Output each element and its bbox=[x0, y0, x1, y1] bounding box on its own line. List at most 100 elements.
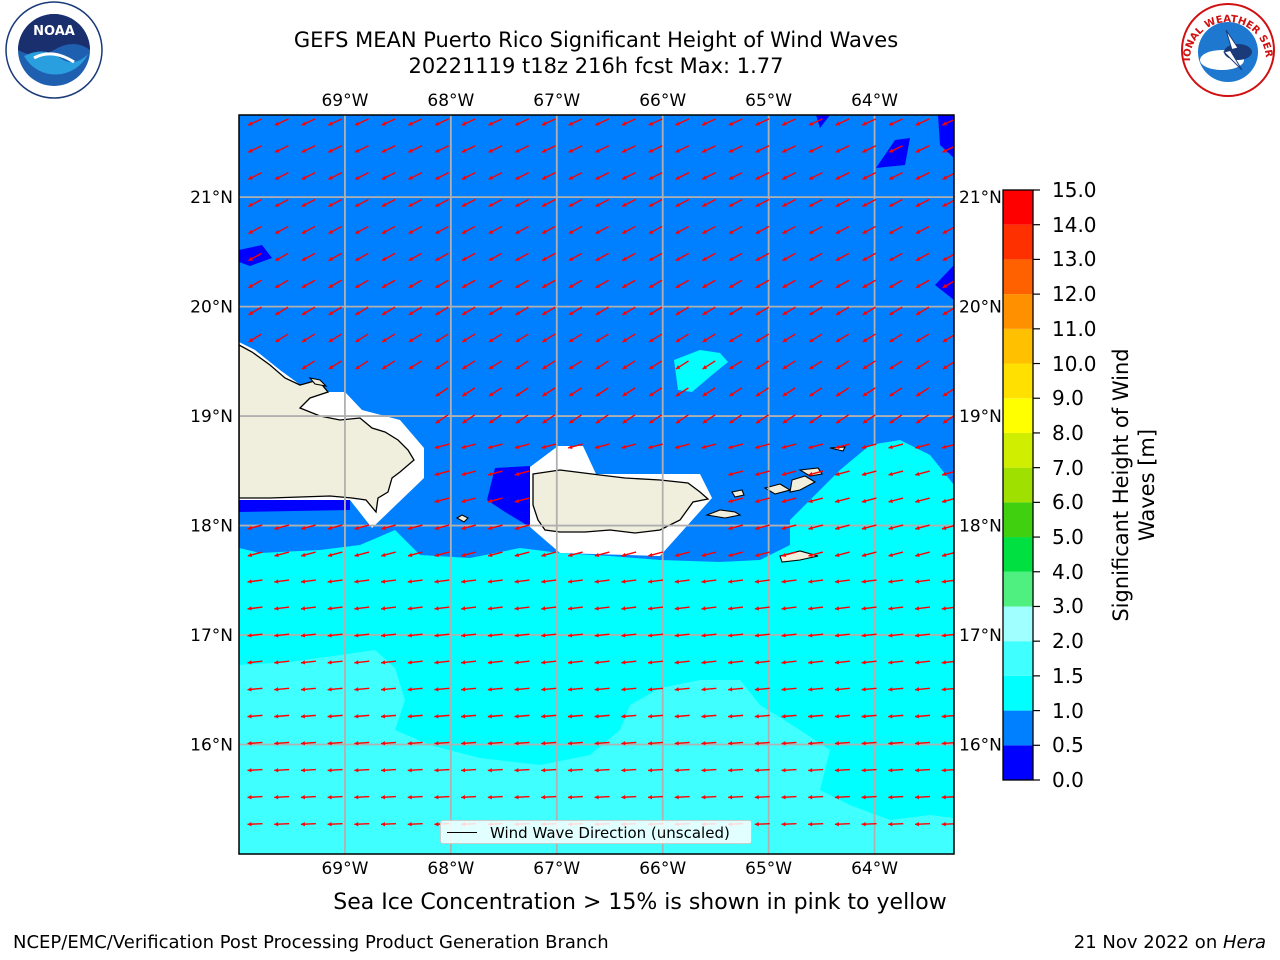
wave-direction-arrowhead bbox=[461, 525, 466, 531]
wave-direction-arrowhead bbox=[808, 498, 813, 504]
wave-direction-arrowhead bbox=[674, 768, 679, 773]
wave-direction-arrowhead bbox=[674, 660, 679, 665]
wave-direction-arrowhead bbox=[809, 310, 814, 315]
wave-direction-arrowhead bbox=[248, 256, 253, 261]
wave-direction-arrowhead bbox=[274, 606, 279, 611]
land-island bbox=[789, 475, 817, 493]
wave-direction-arrowhead bbox=[782, 202, 787, 207]
wave-direction-arrowhead bbox=[488, 121, 493, 126]
wave-direction-arrowhead bbox=[782, 283, 788, 288]
wave-direction-arrowhead bbox=[755, 444, 760, 450]
wave-direction-arrowhead bbox=[754, 714, 759, 719]
ocean-low-patch bbox=[816, 115, 830, 128]
wave-direction-arrowhead bbox=[675, 256, 681, 261]
wave-direction-arrowhead bbox=[755, 525, 760, 531]
wave-direction-arrowhead bbox=[488, 444, 493, 450]
land-puerto-rico bbox=[532, 469, 710, 534]
wave-direction-arrowhead bbox=[514, 552, 520, 558]
wave-direction-arrowhead bbox=[622, 392, 628, 397]
lon-tick-label-top: 67°W bbox=[533, 91, 580, 111]
colorbar-tick-label: 13.0 bbox=[1052, 247, 1097, 272]
wave-direction-arrowhead bbox=[754, 795, 759, 800]
lon-tick-label-bottom: 66°W bbox=[639, 859, 686, 879]
wave-direction-arrowhead bbox=[515, 121, 520, 126]
wave-direction-arrowhead bbox=[567, 768, 572, 773]
colorbar-tick-label: 1.5 bbox=[1052, 663, 1084, 688]
wave-direction-arrowhead bbox=[808, 633, 813, 638]
wave-direction-arrowhead bbox=[300, 687, 306, 692]
wave-direction-arrowhead bbox=[594, 633, 599, 638]
wave-direction-arrowhead bbox=[568, 256, 574, 261]
wave-direction-arrowhead bbox=[622, 283, 627, 288]
wave-direction-arrowhead bbox=[889, 392, 895, 397]
wave-direction-arrowhead bbox=[861, 606, 866, 611]
wave-direction-arrowhead bbox=[461, 148, 467, 153]
wave-direction-arrowhead bbox=[701, 660, 706, 665]
wave-direction-arrowhead bbox=[354, 687, 359, 692]
wave-direction-arrowhead bbox=[514, 579, 519, 584]
wave-direction-arrowhead bbox=[861, 525, 867, 531]
footer-date-text: 21 Nov 2022 on bbox=[1073, 932, 1223, 953]
wave-direction-arrowhead bbox=[247, 741, 252, 746]
wave-direction-arrowhead bbox=[808, 795, 813, 800]
wave-direction-arrowhead bbox=[568, 444, 573, 450]
wave-direction-arrowhead bbox=[461, 471, 466, 477]
wave-direction-arrowhead bbox=[888, 525, 893, 531]
lat-tick-label-right: 16°N bbox=[959, 736, 1002, 756]
wave-direction-arrowhead bbox=[861, 741, 866, 746]
wave-direction-arrowhead bbox=[354, 795, 359, 800]
wave-direction-arrowhead bbox=[274, 660, 279, 665]
wave-direction-arrowhead bbox=[489, 419, 494, 424]
wave-direction-arrowhead bbox=[862, 419, 868, 424]
wave-direction-arrowhead bbox=[861, 633, 866, 638]
wave-direction-arrowhead bbox=[461, 633, 466, 638]
wave-direction-arrowhead bbox=[354, 633, 359, 638]
wave-direction-arrowhead bbox=[834, 633, 840, 638]
wave-direction-arrowhead bbox=[274, 822, 279, 827]
wave-direction-arrowhead bbox=[728, 121, 734, 126]
wave-direction-arrowhead bbox=[648, 741, 653, 746]
footer-host: Hera bbox=[1222, 932, 1266, 953]
wave-direction-arrowhead bbox=[487, 687, 492, 692]
wave-direction-arrowhead bbox=[941, 498, 947, 504]
wave-direction-arrowhead bbox=[622, 256, 627, 261]
wave-direction-arrowhead bbox=[889, 229, 894, 234]
wave-direction-arrowhead bbox=[808, 552, 813, 558]
wave-direction-arrowhead bbox=[300, 633, 306, 638]
wave-direction-arrowhead bbox=[941, 660, 946, 665]
wave-direction-arrowhead bbox=[835, 444, 840, 450]
wave-direction-arrowhead bbox=[595, 202, 600, 207]
wave-direction-arrowhead bbox=[941, 633, 946, 638]
wave-direction-arrowhead bbox=[754, 633, 760, 638]
wave-direction-arrowhead bbox=[728, 444, 733, 450]
wave-direction-arrowhead bbox=[728, 606, 733, 611]
wave-direction-arrowhead bbox=[621, 552, 626, 558]
colorbar-tick-label: 9.0 bbox=[1052, 386, 1084, 411]
ocean-patch-north bbox=[674, 350, 728, 392]
wave-direction-arrowhead bbox=[755, 310, 761, 315]
wave-direction-arrowhead bbox=[327, 525, 333, 531]
ocean-low-patch bbox=[239, 500, 350, 512]
wave-direction-arrowhead bbox=[754, 768, 759, 773]
wave-direction-arrowhead bbox=[621, 741, 626, 746]
land-island bbox=[704, 509, 742, 519]
wave-direction-arrowhead bbox=[247, 552, 253, 558]
wave-direction-arrowhead bbox=[861, 444, 867, 450]
wave-direction-arrowhead bbox=[595, 338, 601, 342]
wave-direction-arrowhead bbox=[274, 633, 279, 638]
wave-direction-arrowhead bbox=[754, 741, 759, 746]
wave-direction-arrowhead bbox=[834, 795, 839, 800]
wave-direction-arrowhead bbox=[648, 768, 653, 773]
wave-direction-arrowhead bbox=[702, 310, 707, 315]
colorbar-swatch bbox=[1003, 641, 1033, 676]
wave-direction-arrowhead bbox=[568, 175, 574, 180]
lat-tick-label-right: 17°N bbox=[959, 626, 1002, 646]
wave-direction-arrowhead bbox=[781, 552, 787, 558]
wave-direction-arrowhead bbox=[915, 444, 920, 450]
wave-direction-arrowhead bbox=[434, 579, 439, 584]
wave-direction-arrowhead bbox=[487, 579, 493, 584]
wave-direction-arrowhead bbox=[247, 768, 252, 773]
wave-direction-arrowhead bbox=[888, 579, 893, 584]
wave-direction-arrowhead bbox=[355, 148, 360, 153]
wave-direction-arrowhead bbox=[915, 660, 920, 665]
